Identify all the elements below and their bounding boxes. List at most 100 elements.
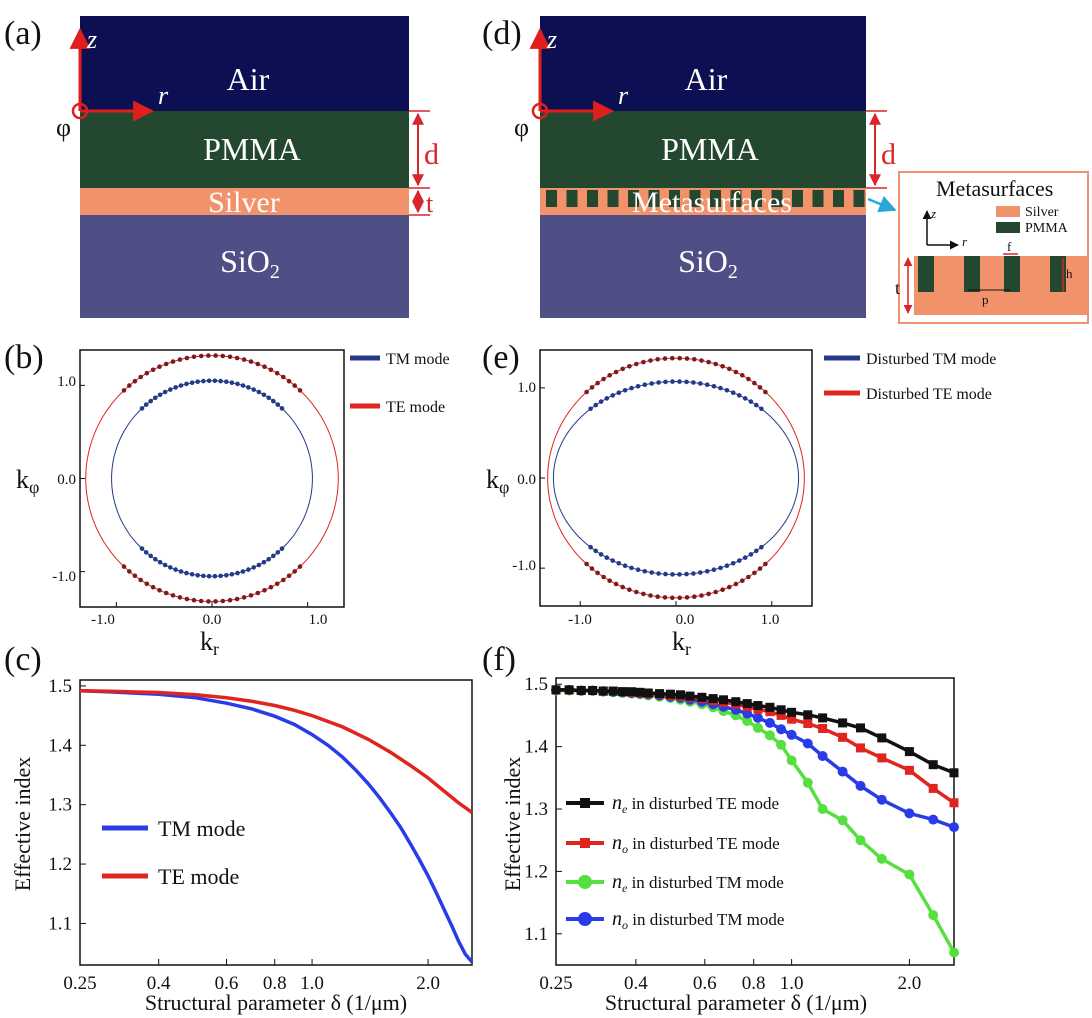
data-point [649, 381, 654, 386]
data-point [153, 556, 158, 562]
data-point [173, 385, 178, 390]
data-point [776, 705, 786, 715]
data-point [148, 553, 153, 559]
data-point [855, 780, 866, 791]
data-point [292, 569, 298, 574]
data-point [206, 573, 212, 579]
data-point [235, 570, 240, 576]
data-point [184, 596, 190, 602]
data-point [748, 399, 754, 404]
data-point [698, 381, 703, 386]
data-point [173, 567, 178, 572]
data-point [786, 755, 797, 766]
data-point [838, 718, 848, 728]
pmma-pillar [669, 190, 680, 207]
pmma-pillar [710, 190, 721, 207]
data-point [648, 593, 653, 598]
data-point [604, 555, 610, 560]
data-point [138, 577, 143, 583]
data-point [132, 378, 138, 384]
data-point [776, 739, 787, 750]
y-axis-label: Effective index [10, 757, 35, 892]
x-axis-label: Structural parameter δ (1/μm) [145, 990, 407, 1015]
y-tick-label: 1.2 [524, 861, 548, 882]
data-point [727, 584, 732, 590]
panel-label-d: (d) [482, 15, 522, 52]
data-point [753, 701, 763, 710]
data-point [876, 853, 887, 864]
data-point [670, 595, 675, 601]
inset-pmma-pillar [964, 256, 980, 292]
data-point [676, 690, 685, 700]
data-point [692, 594, 697, 599]
data-point [684, 571, 689, 577]
data-point [697, 692, 707, 702]
data-point [607, 578, 612, 583]
data-point [711, 384, 717, 389]
data-point [817, 751, 828, 761]
data-point [730, 390, 736, 396]
x-tick-label: 1.0 [309, 612, 328, 628]
data-point [162, 389, 168, 395]
data-point [143, 402, 149, 407]
data-point [598, 552, 604, 557]
x-tick-label: -1.0 [91, 612, 115, 628]
data-point [184, 570, 189, 576]
data-point [610, 393, 615, 398]
pmma-pillar [628, 190, 639, 207]
data-point [564, 685, 574, 695]
x-tick-label: 0.6 [693, 973, 717, 994]
data-point [139, 546, 145, 551]
data-point [584, 561, 589, 567]
data-point [132, 573, 138, 579]
inset-pmma-pillar [918, 256, 934, 292]
data-point [588, 406, 593, 412]
data-point [635, 567, 641, 572]
data-point [742, 396, 748, 401]
data-point [220, 353, 226, 359]
y-tick-label: 1.4 [524, 737, 548, 758]
dim-t-label: t [426, 189, 434, 218]
data-point [928, 783, 938, 793]
label-sio2: SiO2 [678, 243, 738, 283]
dispersion-curve [85, 355, 339, 602]
x-tick-label: 0.25 [539, 973, 572, 994]
legend-marker-3 [578, 875, 592, 889]
data-point [733, 581, 739, 587]
panel-label-e: (e) [482, 339, 520, 376]
data-point [748, 552, 754, 557]
data-point [139, 406, 145, 411]
data-point [648, 358, 653, 363]
data-point [928, 910, 939, 921]
panel-f-chart: (f) 0.25 0.4 0.6 0.8 1.0 2.0 1.1 1.2 1.3 1.4 1.5 E… [482, 641, 959, 1015]
data-point [787, 707, 797, 717]
data-point [177, 595, 183, 600]
inset-pmma-pillars [918, 256, 1066, 292]
data-point [255, 590, 261, 596]
data-point [607, 373, 612, 378]
data-point [877, 733, 887, 743]
dim-d-label: d [424, 138, 439, 171]
y-tick-label: 1.3 [524, 799, 548, 820]
data-point [153, 395, 158, 401]
pmma-pillar [751, 190, 762, 207]
data-point [271, 398, 276, 404]
data-point [776, 710, 786, 720]
data-point [704, 382, 710, 388]
data-point [677, 572, 682, 577]
data-point [162, 562, 168, 568]
y-axis-label: Effective index [500, 757, 525, 892]
data-point [704, 569, 710, 574]
label-air: Air [685, 61, 728, 97]
data-point [121, 564, 127, 569]
pmma-pillar [587, 190, 598, 207]
panel-label-c: (c) [4, 641, 42, 678]
data-point [240, 383, 246, 388]
data-point [904, 869, 915, 880]
legend: ne in disturbed TE mode no in disturbed … [566, 792, 784, 932]
data-point [904, 765, 914, 775]
r-axis-label: r [158, 81, 169, 110]
inset-t-label: t [895, 278, 900, 298]
layer-silver [80, 188, 409, 215]
data-point [157, 392, 163, 398]
